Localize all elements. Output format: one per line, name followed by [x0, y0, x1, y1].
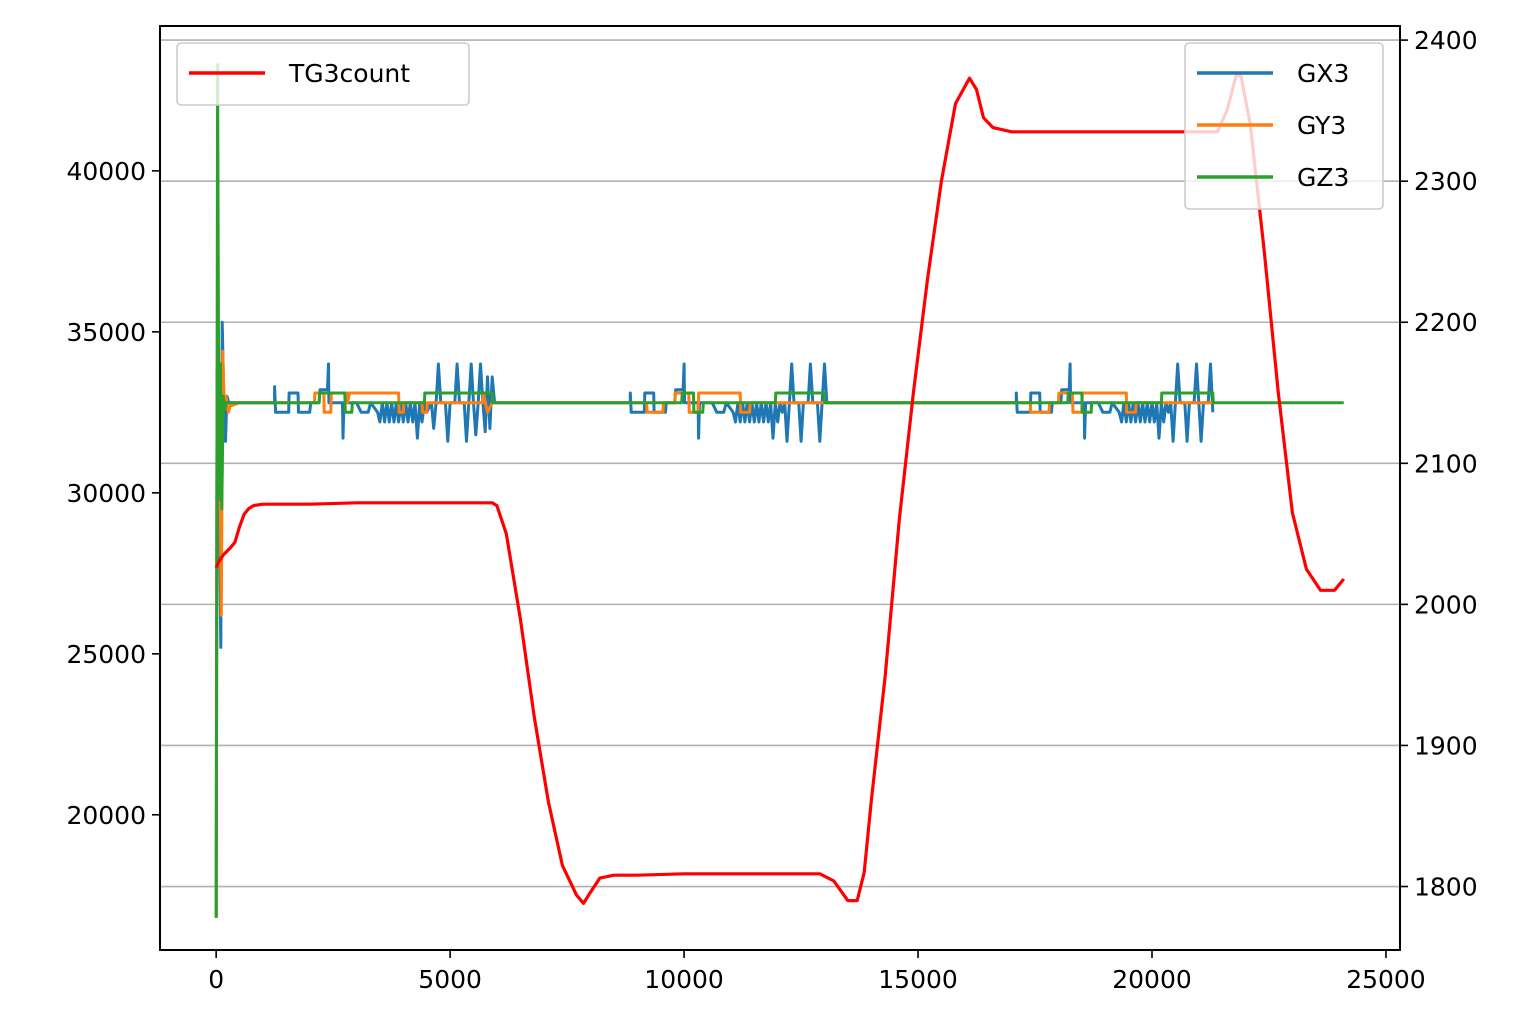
y-right-tick-label: 2300	[1414, 167, 1478, 196]
y-left-tick-label: 30000	[66, 479, 146, 508]
y-left-tick-label: 35000	[66, 318, 146, 347]
x-axis: 0 5000 10000 15000 20000 25000	[208, 950, 1426, 994]
y-left-tick-label: 20000	[66, 801, 146, 830]
y-axis-right: 1800 1900 2000 2100 2200 2300 2400	[1400, 26, 1478, 902]
x-tick-label: 10000	[644, 965, 724, 994]
legend-label-gy3: GY3	[1297, 111, 1346, 140]
plot-frame	[159, 25, 1401, 951]
x-tick-label: 0	[208, 965, 224, 994]
x-tick-label: 5000	[418, 965, 482, 994]
series-line-gz3	[214, 63, 1344, 918]
y-right-tick-label: 2100	[1414, 449, 1478, 478]
legend-box	[1184, 42, 1384, 210]
x-tick-label: 25000	[1346, 965, 1426, 994]
legend-label-gx3: GX3	[1297, 59, 1349, 88]
legend-left: TG3count	[176, 42, 470, 106]
y-right-tick-label: 2400	[1414, 26, 1478, 55]
y-right-tick-label: 2000	[1414, 590, 1478, 619]
y-right-tick-label: 1800	[1414, 873, 1478, 902]
x-tick-label: 20000	[1112, 965, 1192, 994]
x-tick-label: 15000	[878, 965, 958, 994]
legend-box	[176, 42, 470, 106]
y-right-tick-label: 1900	[1414, 731, 1478, 760]
y-left-tick-label: 40000	[66, 157, 146, 186]
legend-label-tg3count: TG3count	[288, 59, 410, 88]
legend-right: GX3 GY3 GZ3	[1184, 42, 1384, 210]
y-axis-left: 20000 25000 30000 35000 40000	[66, 157, 160, 830]
legend-label-gz3: GZ3	[1297, 163, 1349, 192]
y-right-tick-label: 2200	[1414, 308, 1478, 337]
y-left-tick-label: 25000	[66, 640, 146, 669]
